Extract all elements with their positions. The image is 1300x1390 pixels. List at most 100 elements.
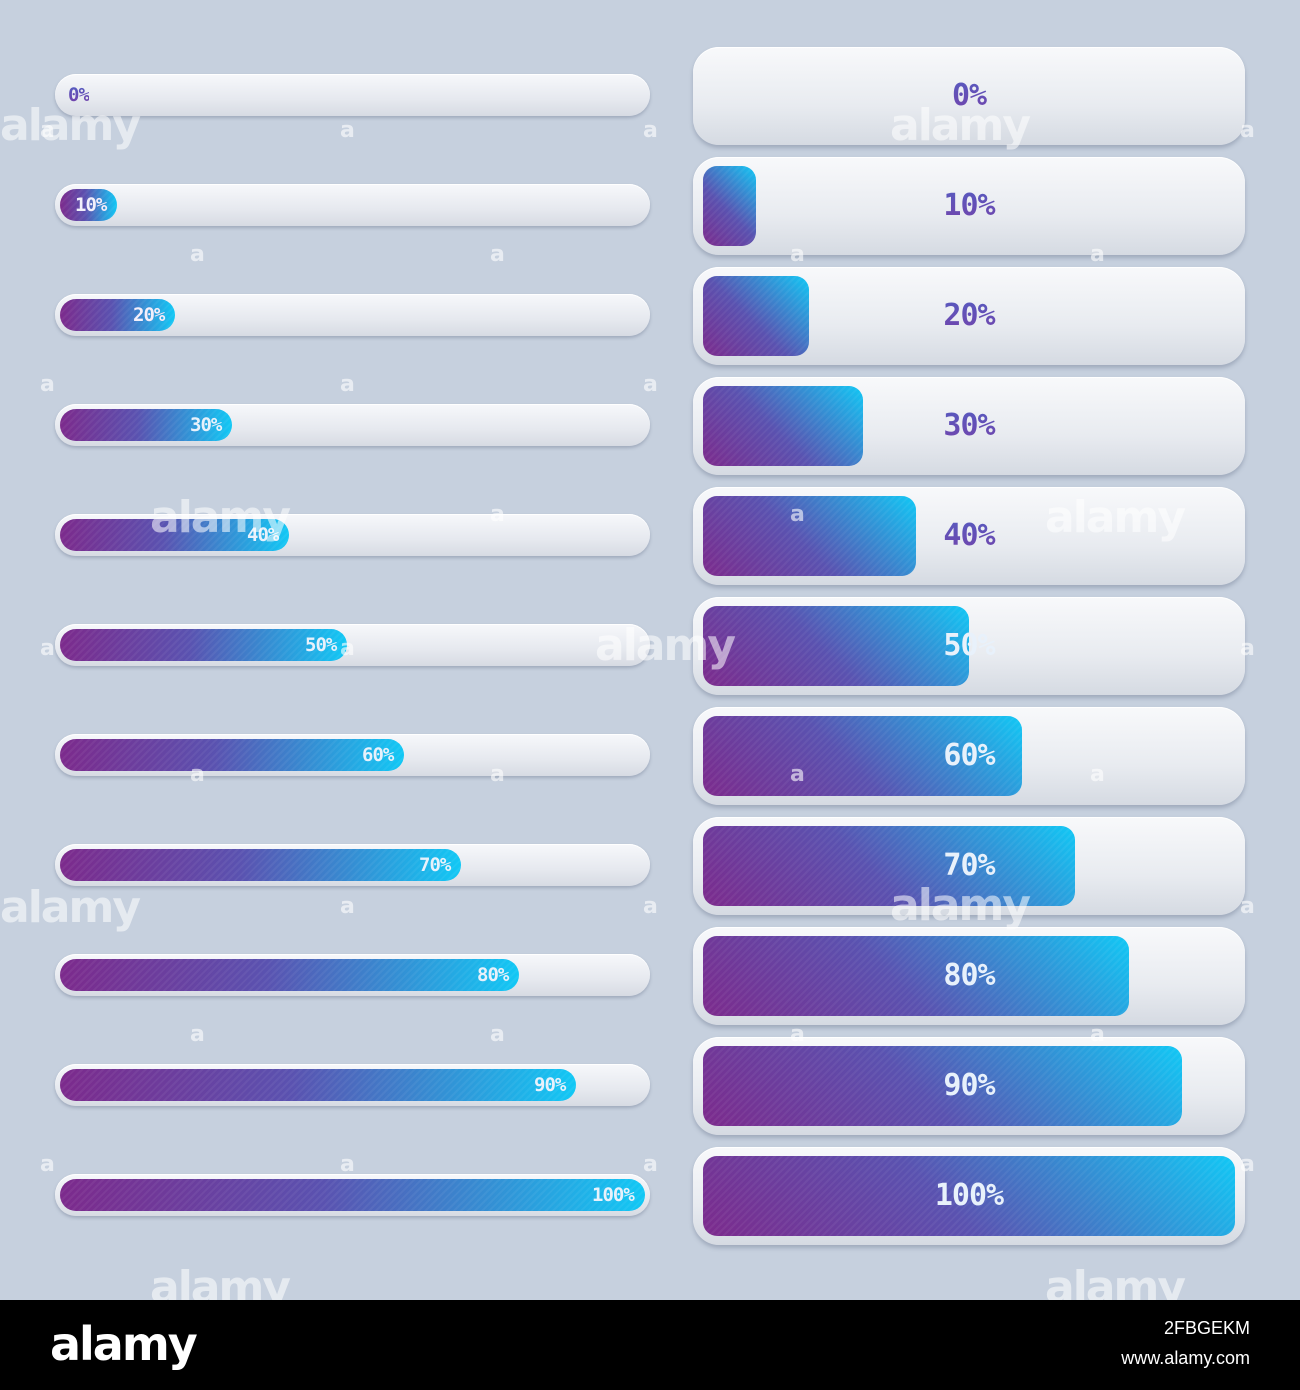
- slim-progress-label: 70%: [419, 854, 451, 876]
- large-progress-bar: 20%: [693, 267, 1245, 365]
- slim-progress-bar: 0%: [55, 74, 650, 116]
- slim-progress-fill: [60, 1069, 576, 1101]
- slim-progress-fill: [60, 519, 289, 551]
- large-progress-label: 80%: [943, 958, 995, 993]
- large-progress-bar: 40%: [693, 487, 1245, 585]
- watermark-mark: a: [1090, 762, 1105, 787]
- large-progress-bar: 30%: [693, 377, 1245, 475]
- watermark-logo: alamy: [890, 100, 1031, 151]
- watermark-mark: a: [790, 242, 805, 267]
- slim-progress-label: 90%: [534, 1074, 566, 1096]
- watermark-logo: alamy: [150, 492, 291, 543]
- watermark-logo: alamy: [0, 100, 141, 151]
- large-progress-bar: 0%: [693, 47, 1245, 145]
- slim-progress-label: 10%: [75, 184, 107, 226]
- slim-progress-label: 100%: [592, 1184, 635, 1206]
- watermark-mark: a: [1090, 1022, 1105, 1047]
- large-progress-fill: [703, 276, 809, 356]
- watermark-mark: a: [490, 242, 505, 267]
- watermark-mark: a: [790, 762, 805, 787]
- slim-progress-label: 20%: [133, 294, 165, 336]
- slim-progress-label: 80%: [477, 964, 509, 986]
- slim-progress-bar: 100%: [55, 1174, 650, 1216]
- large-progress-fill: [703, 936, 1129, 1016]
- large-progress-bar: 70%: [693, 817, 1245, 915]
- footer-image-id: 2FBGEKM: [1163, 1318, 1250, 1338]
- watermark-logo: alamy: [0, 882, 141, 933]
- slim-progress-fill: [60, 629, 347, 661]
- slim-progress-bar: 10%: [55, 184, 650, 226]
- large-progress-bar: 60%: [693, 707, 1245, 805]
- large-progress-label: 30%: [693, 377, 1245, 475]
- footer-url: www.alamy.com: [1121, 1348, 1250, 1368]
- large-progress-label: 90%: [943, 1068, 995, 1103]
- watermark-mark: a: [190, 762, 205, 787]
- slim-progress-fill: [60, 1179, 645, 1211]
- large-progress-label: 40%: [693, 487, 1245, 585]
- slim-progress-bar: 70%: [55, 844, 650, 886]
- large-progress-label: 20%: [693, 267, 1245, 365]
- watermark-mark: a: [643, 1152, 658, 1177]
- large-progress-bar: 80%: [693, 927, 1245, 1025]
- watermark-mark: a: [490, 502, 505, 527]
- slim-progress-bar: 60%: [55, 734, 650, 776]
- large-progress-bar: 90%: [693, 1037, 1245, 1135]
- watermark-logo: alamy: [1045, 492, 1186, 543]
- large-progress-fill: [703, 166, 756, 246]
- watermark-mark: a: [490, 762, 505, 787]
- slim-progress-fill: [60, 409, 232, 441]
- large-progress-label: 0%: [693, 47, 1245, 145]
- slim-progress-fill: [60, 299, 175, 331]
- large-progress-fill: [703, 496, 916, 576]
- slim-progress-label: 50%: [305, 634, 337, 656]
- watermark-mark: a: [1240, 118, 1255, 143]
- slim-progress-bar: 80%: [55, 954, 650, 996]
- watermark-mark: a: [643, 894, 658, 919]
- watermark-mark: a: [40, 372, 55, 397]
- slim-progress-label: 30%: [190, 414, 222, 436]
- slim-progress-label: 40%: [247, 524, 279, 546]
- progress-bar-sheet: 0% 10% 20% 30% 40% 50% 60% 70% 80% 90% 100% 0% 10% 20…: [0, 47, 1255, 1313]
- watermark-mark: a: [790, 1022, 805, 1047]
- watermark-mark: a: [1240, 636, 1255, 661]
- large-progress-label: 70%: [943, 848, 995, 883]
- watermark-mark: a: [340, 372, 355, 397]
- watermark-mark: a: [40, 118, 55, 143]
- watermark-mark: a: [490, 1022, 505, 1047]
- large-progress-fill: [703, 606, 969, 686]
- footer-band: alamy 2FBGEKM www.alamy.com: [0, 1300, 1300, 1390]
- slim-progress-fill: [60, 189, 117, 221]
- watermark-mark: a: [190, 1022, 205, 1047]
- large-progress-label: 100%: [934, 1178, 1004, 1213]
- watermark-mark: a: [1240, 1152, 1255, 1177]
- large-progress-bar: 50%: [693, 597, 1245, 695]
- watermark-mark: a: [1240, 894, 1255, 919]
- large-progress-label: 50%: [943, 628, 995, 663]
- large-progress-fill: [703, 386, 863, 466]
- large-progress-bar: 10%: [693, 157, 1245, 255]
- watermark-logo: alamy: [890, 880, 1031, 931]
- slim-progress-fill: [60, 849, 461, 881]
- footer-logo: alamy: [50, 1317, 198, 1371]
- large-progress-fill: [703, 1156, 1235, 1236]
- slim-progress-bar: 40%: [55, 514, 650, 556]
- watermark-logo: alamy: [595, 620, 736, 671]
- slim-progress-label: 0%: [68, 74, 90, 116]
- large-progress-label: 60%: [943, 738, 995, 773]
- watermark-mark: a: [190, 242, 205, 267]
- watermark-mark: a: [790, 502, 805, 527]
- watermark-mark: a: [40, 1152, 55, 1177]
- slim-progress-bar: 30%: [55, 404, 650, 446]
- watermark-mark: a: [40, 636, 55, 661]
- watermark-mark: a: [340, 636, 355, 661]
- slim-progress-fill: [60, 959, 519, 991]
- watermark-mark: a: [643, 118, 658, 143]
- slim-progress-fill: [60, 739, 404, 771]
- large-progress-label: 10%: [693, 157, 1245, 255]
- slim-progress-label: 60%: [362, 744, 394, 766]
- watermark-mark: a: [643, 372, 658, 397]
- watermark-mark: a: [340, 118, 355, 143]
- large-progress-fill: [703, 1046, 1182, 1126]
- watermark-mark: a: [340, 894, 355, 919]
- slim-progress-bar: 20%: [55, 294, 650, 336]
